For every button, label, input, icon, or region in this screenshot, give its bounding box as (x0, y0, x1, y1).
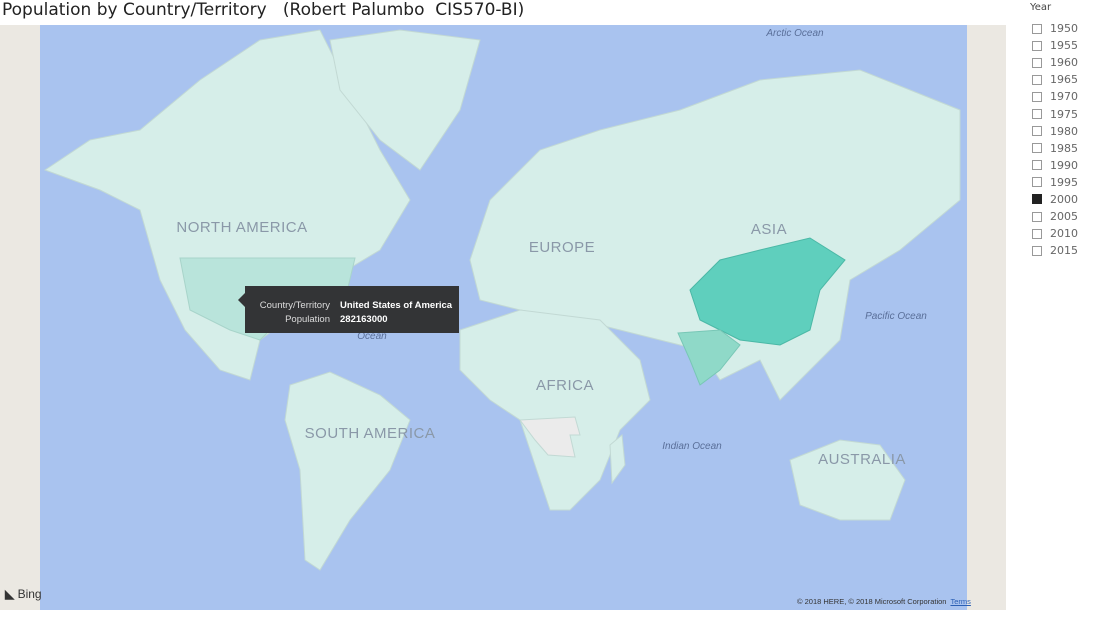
map-label: Arctic Ocean (765, 28, 824, 39)
map-label: Ocean (357, 331, 387, 342)
slicer-item[interactable]: 2015 (1030, 242, 1078, 259)
slicer-item[interactable]: 2000 (1030, 191, 1078, 208)
slicer-label: 1990 (1050, 158, 1078, 172)
checkbox[interactable] (1032, 40, 1042, 51)
slicer-label: 1980 (1050, 124, 1078, 138)
slicer-items: 1950 1955 1960 1965 1970 1975 1980 1985 1990 1995… (1030, 20, 1078, 259)
bing-logo: ◣ Bing (5, 587, 42, 601)
checkbox[interactable] (1032, 74, 1042, 85)
checkbox[interactable] (1032, 109, 1042, 120)
slicer-item[interactable]: 1995 (1030, 174, 1078, 191)
slicer-item[interactable]: 1985 (1030, 140, 1078, 157)
australia (789, 439, 906, 521)
map-label: AUSTRALIA (818, 451, 906, 468)
slicer-label: 1985 (1050, 141, 1078, 155)
slicer-label: 2010 (1050, 227, 1078, 241)
terms-link[interactable]: Terms (950, 597, 971, 606)
brand: Bing (17, 587, 42, 601)
south-america (284, 371, 411, 571)
tooltip: Country/Territory United States of Americ… (238, 286, 459, 333)
report-title: Population by Country/Territory (Robert … (2, 0, 525, 20)
slicer-item[interactable]: 1965 (1030, 71, 1078, 88)
land (43, 29, 961, 571)
slicer-label: 1955 (1050, 39, 1078, 53)
slicer-label: 1960 (1050, 56, 1078, 70)
slicer-label: 1950 (1050, 22, 1078, 36)
map-label: ASIA (751, 221, 787, 238)
slicer-label: 1975 (1050, 107, 1078, 121)
china (689, 237, 846, 346)
madagascar (609, 434, 626, 485)
tooltip-key: Country/Territory (259, 300, 330, 311)
checkbox[interactable] (1032, 23, 1042, 34)
checkbox[interactable] (1032, 177, 1042, 188)
slicer-item[interactable]: 1990 (1030, 157, 1078, 174)
map[interactable]: Arctic Ocean NORTH AMERICA EUROPE ASIA P… (0, 25, 1006, 610)
slicer-label: 2000 (1050, 192, 1078, 206)
checkbox[interactable] (1032, 211, 1042, 222)
checkbox[interactable] (1032, 228, 1042, 239)
map-label: SOUTH AMERICA (305, 425, 436, 442)
slicer-label: 1970 (1050, 90, 1078, 104)
slicer-label: 1965 (1050, 73, 1078, 87)
checkbox[interactable] (1032, 91, 1042, 102)
year-slicer: Year 1950 1955 1960 1965 1970 1975 1980 1985 199… (1030, 2, 1078, 259)
checkbox[interactable] (1032, 57, 1042, 68)
slicer-item[interactable]: 1960 (1030, 54, 1078, 71)
slicer-item[interactable]: 1955 (1030, 37, 1078, 54)
dr-congo (519, 416, 581, 458)
north-america (43, 29, 411, 381)
slicer-item[interactable]: 1970 (1030, 88, 1078, 105)
map-label: AFRICA (536, 377, 594, 394)
greenland (329, 29, 481, 171)
slicer-label: 2015 (1050, 244, 1078, 258)
slicer-item[interactable]: 2010 (1030, 225, 1078, 242)
tooltip-value: United States of America (340, 300, 453, 311)
slicer-label: 1995 (1050, 175, 1078, 189)
tooltip-value: 282163000 (340, 314, 388, 325)
checkbox[interactable] (1032, 194, 1042, 205)
africa (459, 309, 651, 511)
slicer-item[interactable]: 1950 (1030, 20, 1078, 37)
map-label: NORTH AMERICA (176, 219, 307, 236)
map-label: EUROPE (529, 239, 595, 256)
map-label: Indian Ocean (662, 441, 722, 452)
copyright: © 2018 HERE, © 2018 Microsoft Corporatio… (797, 597, 947, 606)
attribution: © 2018 HERE, © 2018 Microsoft Corporatio… (797, 597, 971, 606)
slicer-label: 2005 (1050, 210, 1078, 224)
checkbox[interactable] (1032, 143, 1042, 154)
checkbox[interactable] (1032, 160, 1042, 171)
slicer-item[interactable]: 2005 (1030, 208, 1078, 225)
tooltip-key: Population (285, 314, 330, 325)
checkbox[interactable] (1032, 245, 1042, 256)
map-label: Pacific Ocean (865, 311, 927, 322)
checkbox[interactable] (1032, 126, 1042, 137)
india (677, 329, 741, 386)
slicer-title: Year (1030, 2, 1052, 13)
slicer-item[interactable]: 1980 (1030, 123, 1078, 140)
slicer-item[interactable]: 1975 (1030, 105, 1078, 122)
